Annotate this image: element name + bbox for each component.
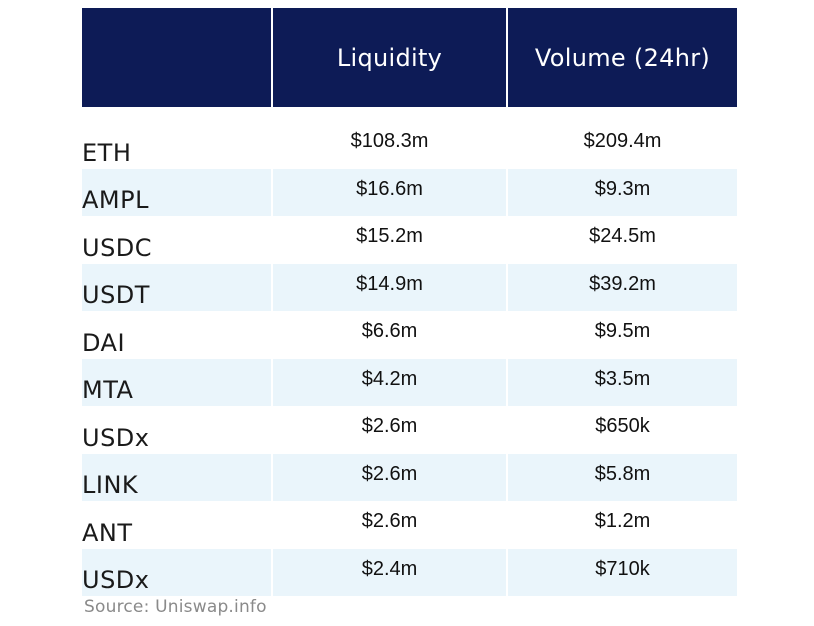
table-row: DAI $6.6m $9.5m (82, 311, 737, 359)
liquidity-volume-table: Liquidity Volume (24hr) ETH $108.3m $209.4… (82, 8, 737, 596)
token-cell: ANT (82, 518, 133, 547)
token-cell: ETH (82, 138, 132, 167)
liquidity-cell: $2.6m (361, 510, 418, 532)
liquidity-cell: $2.6m (361, 415, 418, 437)
volume-cell: $9.3m (508, 168, 737, 216)
liquidity-cell: $15.2m (356, 225, 423, 247)
token-cell: USDx (82, 423, 150, 452)
volume-cell: $24.5m (589, 225, 656, 247)
table-row: USDC $15.2m $24.5m (82, 216, 737, 264)
volume-cell: $710k (508, 548, 737, 596)
volume-cell: $9.5m (594, 320, 651, 342)
token-cell: DAI (82, 328, 126, 357)
table-row: ANT $2.6m $1.2m (82, 501, 737, 549)
volume-cell: $3.5m (508, 358, 737, 406)
table-row: ETH $108.3m $209.4m (82, 121, 737, 169)
token-cell: USDC (82, 233, 153, 262)
table-row: USDx $2.4m $710k (82, 548, 737, 596)
header-cell-volume: Volume (24hr) (508, 8, 737, 107)
volume-cell: $650k (595, 415, 650, 437)
table-row: MTA $4.2m $3.5m (82, 358, 737, 406)
token-cell: AMPL (82, 168, 271, 216)
liquidity-cell: $16.6m (273, 168, 506, 216)
liquidity-cell: $14.9m (273, 263, 506, 311)
token-cell: MTA (82, 358, 271, 406)
volume-cell: $1.2m (594, 510, 651, 532)
header-cell-token (82, 8, 271, 107)
token-cell: USDx (82, 548, 271, 596)
liquidity-cell: $108.3m (350, 130, 429, 152)
liquidity-cell: $4.2m (273, 358, 506, 406)
volume-cell: $39.2m (508, 263, 737, 311)
table-row: AMPL $16.6m $9.3m (82, 168, 737, 216)
token-cell: LINK (82, 453, 271, 501)
volume-cell: $5.8m (508, 453, 737, 501)
volume-cell: $209.4m (583, 130, 662, 152)
liquidity-cell: $2.6m (273, 453, 506, 501)
token-cell: USDT (82, 263, 271, 311)
table-body: ETH $108.3m $209.4m AMPL $16.6m $9.3m USDC $15.… (82, 121, 737, 596)
header-cell-liquidity: Liquidity (273, 8, 506, 107)
table-row: LINK $2.6m $5.8m (82, 453, 737, 501)
liquidity-cell: $6.6m (361, 320, 418, 342)
source-note: Source: Uniswap.info (84, 597, 267, 617)
table-header: Liquidity Volume (24hr) (82, 8, 737, 107)
liquidity-cell: $2.4m (273, 548, 506, 596)
table-row: USDT $14.9m $39.2m (82, 263, 737, 311)
table-row: USDx $2.6m $650k (82, 406, 737, 454)
